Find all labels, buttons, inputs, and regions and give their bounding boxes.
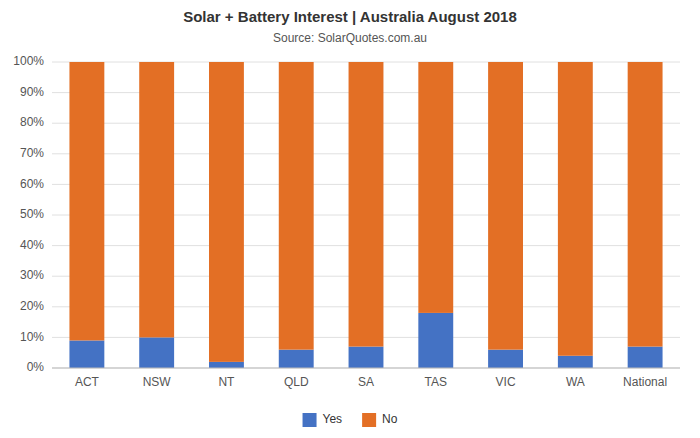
legend-label: Yes: [323, 412, 343, 426]
bar: [69, 340, 104, 368]
bar: [139, 62, 174, 337]
x-tick-label: National: [623, 375, 667, 389]
bar: [349, 62, 384, 347]
bar: [628, 347, 663, 368]
bar: [279, 350, 314, 368]
bars: [69, 62, 662, 368]
y-tick-label: 90%: [20, 85, 44, 99]
grid-line: [52, 368, 680, 369]
y-tick-label: 80%: [20, 115, 44, 129]
y-tick-label: 0%: [27, 360, 45, 374]
bar: [628, 62, 663, 347]
bar: [558, 356, 593, 368]
bar: [209, 362, 244, 368]
bar: [418, 62, 453, 313]
bar: [488, 350, 523, 368]
y-tick-label: 40%: [20, 238, 44, 252]
x-tick-label: SA: [358, 375, 374, 389]
plot-area: 0% 10% 20% 30% 40% 50% 60% 70% 80% 90% 100% ACT NSW N…: [13, 54, 680, 389]
legend-swatch: [362, 413, 376, 427]
y-tick-label: 10%: [20, 330, 44, 344]
chart: Solar + Battery Interest | Australia Aug…: [0, 0, 700, 438]
bar: [349, 347, 384, 368]
bar: [139, 337, 174, 368]
legend-label: No: [382, 412, 398, 426]
legend-item: No: [362, 412, 398, 427]
bar: [418, 313, 453, 368]
y-axis: 0% 10% 20% 30% 40% 50% 60% 70% 80% 90% 100%: [13, 54, 44, 374]
y-tick-label: 70%: [20, 146, 44, 160]
x-tick-label: NSW: [143, 375, 172, 389]
bar: [279, 62, 314, 350]
bar: [488, 62, 523, 350]
y-tick-label: 60%: [20, 177, 44, 191]
series: [69, 62, 662, 362]
subtitle: Source: SolarQuotes.com.au: [273, 31, 427, 45]
x-tick-label: TAS: [425, 375, 447, 389]
x-tick-label: VIC: [496, 375, 516, 389]
x-tick-label: NT: [218, 375, 235, 389]
y-tick-label: 30%: [20, 268, 44, 282]
y-tick-label: 100%: [13, 54, 44, 68]
y-tick-label: 50%: [20, 207, 44, 221]
legend-swatch: [303, 413, 317, 427]
x-axis: ACT NSW NT QLD SA TAS VIC WA National: [52, 368, 680, 389]
y-tick-label: 20%: [20, 299, 44, 313]
x-tick-label: WA: [566, 375, 585, 389]
x-axis-line: [52, 368, 680, 369]
legend-item: Yes: [303, 412, 343, 427]
x-tick-label: ACT: [75, 375, 100, 389]
bar: [69, 62, 104, 340]
legend: Yes No: [303, 412, 398, 427]
bar: [558, 62, 593, 356]
grid: [52, 62, 680, 368]
x-tick-label: QLD: [284, 375, 309, 389]
bar: [209, 62, 244, 362]
title: Solar + Battery Interest | Australia Aug…: [183, 8, 517, 25]
